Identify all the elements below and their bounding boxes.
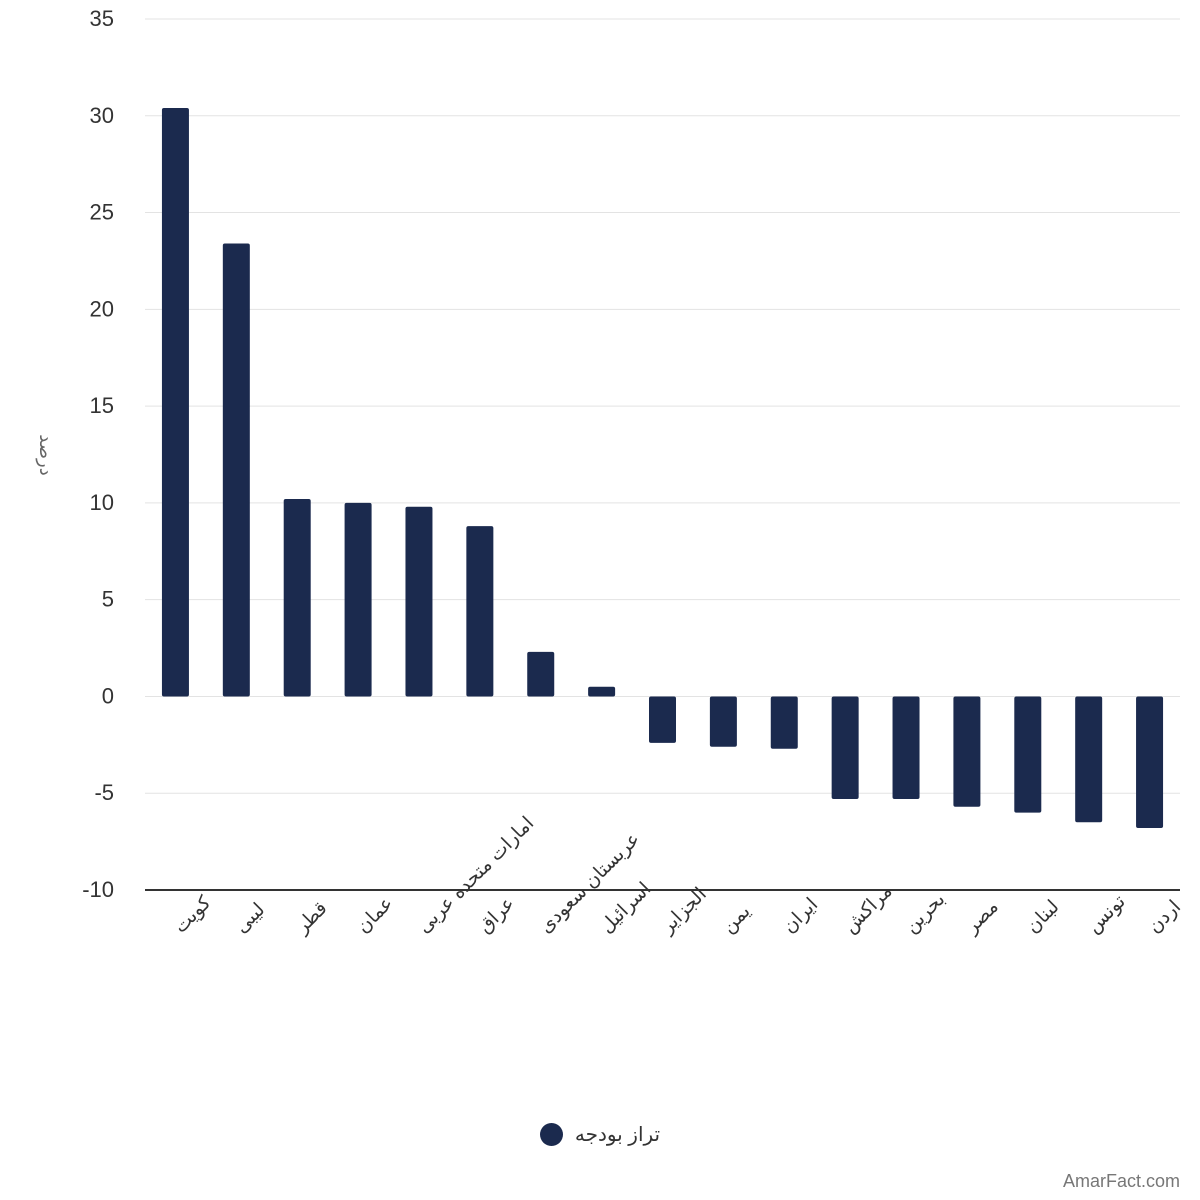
- credit-text: AmarFact.com: [1062, 1171, 1180, 1191]
- legend-item[interactable]: تراز بودجه: [539, 1122, 661, 1147]
- bar: [892, 696, 920, 800]
- x-tick-label: قطر: [291, 898, 331, 938]
- legend-label: تراز بودجه: [574, 1124, 661, 1146]
- x-tick-label: عراق: [475, 893, 519, 937]
- y-axis-title: درصد: [36, 434, 56, 475]
- x-tick-label: کویت: [170, 892, 216, 938]
- bar: [1136, 696, 1164, 829]
- x-tick-label: تونس: [1083, 891, 1129, 937]
- bar: [953, 696, 981, 807]
- bar: [283, 499, 311, 697]
- y-tick-label: 35: [90, 6, 114, 31]
- bar: [161, 108, 189, 697]
- y-tick-label: 0: [102, 683, 114, 708]
- bar: [466, 526, 494, 697]
- y-tick-label: -5: [94, 780, 114, 805]
- x-tick-label: اردن: [1144, 897, 1185, 938]
- x-tick-label: یمن: [718, 901, 755, 938]
- x-tick-label: الجزایر: [656, 884, 710, 938]
- y-tick-label: 20: [90, 296, 114, 321]
- bar: [222, 243, 250, 697]
- legend-marker-icon: [539, 1123, 563, 1146]
- y-tick-label: 15: [90, 393, 114, 418]
- bar: [770, 696, 798, 749]
- bar: [1014, 696, 1042, 813]
- x-tick-label: عربستان سعودی: [535, 829, 644, 938]
- bar: [709, 696, 737, 747]
- bar: [527, 651, 555, 697]
- y-tick-label: -10: [82, 877, 114, 902]
- x-tick-label: عمان: [353, 893, 398, 938]
- y-tick-label: 25: [90, 200, 114, 225]
- x-tick-label: امارات متحده عربی: [414, 813, 539, 938]
- bar: [344, 502, 372, 697]
- y-tick-label: 30: [90, 103, 114, 128]
- bar: [649, 696, 676, 743]
- x-tick-label: اسرائیل: [596, 879, 655, 938]
- y-tick-label: 5: [102, 587, 114, 612]
- bar: [831, 696, 859, 800]
- bar: [1075, 696, 1103, 823]
- legend: تراز بودجه: [0, 1122, 1200, 1147]
- x-tick-label: لبنان: [1022, 897, 1063, 938]
- x-tick-label: لیبی: [231, 899, 269, 937]
- x-tick-label: بحرین: [901, 889, 950, 938]
- bar: [588, 686, 616, 697]
- x-tick-label: ایران: [779, 894, 822, 937]
- bar: [405, 506, 433, 697]
- x-tick-label: مصر: [961, 896, 1003, 938]
- y-tick-label: 10: [90, 490, 114, 515]
